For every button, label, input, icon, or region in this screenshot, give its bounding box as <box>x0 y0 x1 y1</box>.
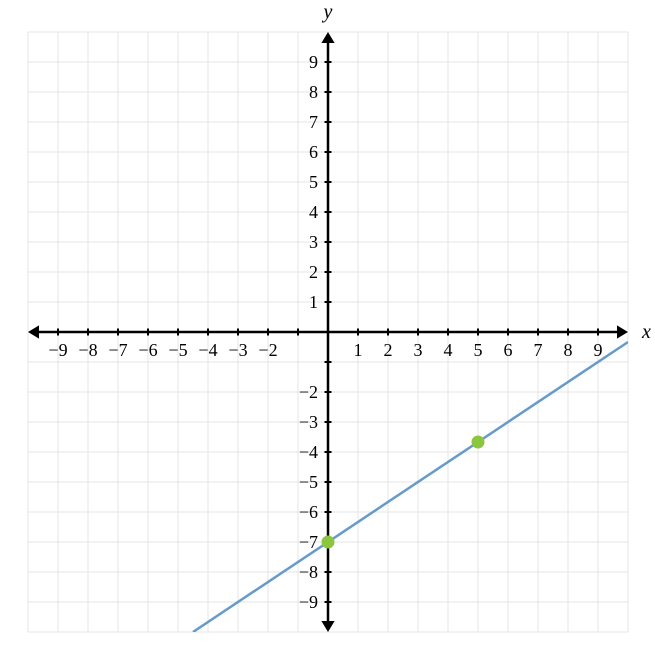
x-tick-label: 2 <box>384 340 393 360</box>
y-tick-label: 5 <box>309 172 318 192</box>
x-tick-label: −9 <box>48 340 67 360</box>
coordinate-plane-chart: −9−8−7−6−5−4−3−2123456789−9−8−7−6−5−4−3−… <box>0 0 655 664</box>
y-tick-label: −5 <box>299 472 318 492</box>
x-tick-label: −6 <box>138 340 157 360</box>
y-axis-label: y <box>322 1 333 23</box>
x-tick-label: 5 <box>474 340 483 360</box>
y-tick-label: 9 <box>309 52 318 72</box>
y-tick-label: −7 <box>299 532 318 552</box>
x-axis-label: x <box>641 321 651 343</box>
x-tick-label: −4 <box>198 340 217 360</box>
x-tick-label: 8 <box>564 340 573 360</box>
x-tick-label: 9 <box>594 340 603 360</box>
y-tick-label: 6 <box>309 142 318 162</box>
x-tick-label: 6 <box>504 340 513 360</box>
x-tick-label: −2 <box>258 340 277 360</box>
y-tick-label: −8 <box>299 562 318 582</box>
y-tick-label: 4 <box>309 202 318 222</box>
x-tick-label: 3 <box>414 340 423 360</box>
y-tick-label: −2 <box>299 382 318 402</box>
y-tick-label: 7 <box>309 112 318 132</box>
x-tick-label: −3 <box>228 340 247 360</box>
x-tick-label: 7 <box>534 340 543 360</box>
y-tick-label: −6 <box>299 502 318 522</box>
x-tick-label: −5 <box>168 340 187 360</box>
y-tick-label: 2 <box>309 262 318 282</box>
y-tick-label: 3 <box>309 232 318 252</box>
y-tick-label: −4 <box>299 442 318 462</box>
x-tick-label: 1 <box>354 340 363 360</box>
x-tick-label: −7 <box>108 340 127 360</box>
x-tick-label: 4 <box>444 340 453 360</box>
y-tick-label: −3 <box>299 412 318 432</box>
plotted-point <box>472 436 484 448</box>
y-tick-label: −9 <box>299 592 318 612</box>
y-tick-label: 1 <box>309 292 318 312</box>
plotted-point <box>322 536 334 548</box>
y-tick-label: 8 <box>309 82 318 102</box>
chart-svg: −9−8−7−6−5−4−3−2123456789−9−8−7−6−5−4−3−… <box>0 0 655 664</box>
x-tick-label: −8 <box>78 340 97 360</box>
